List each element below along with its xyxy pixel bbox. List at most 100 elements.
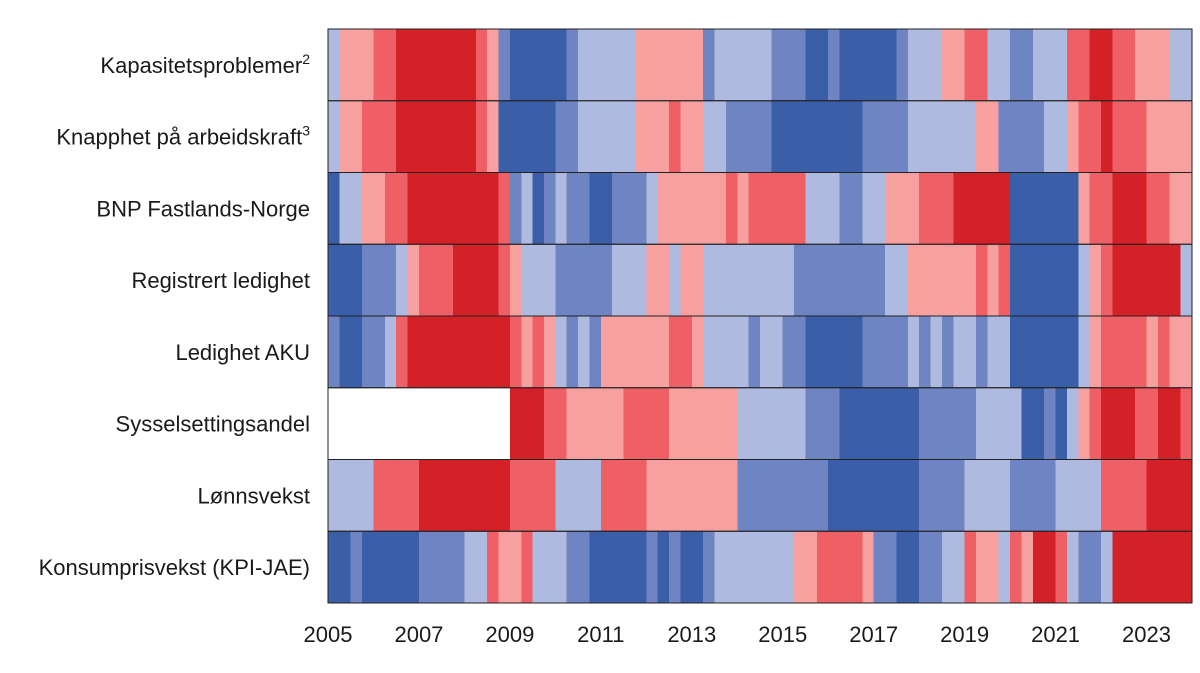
heatmap-cell <box>1021 316 1079 388</box>
heatmap-cell <box>1180 244 1193 316</box>
x-tick-label: 2021 <box>1031 622 1080 647</box>
heatmap-cell <box>805 172 841 245</box>
heatmap-cell <box>555 100 579 173</box>
x-tick-label: 2011 <box>577 622 624 647</box>
heatmap-cell <box>521 244 556 316</box>
heatmap-cell <box>396 316 409 388</box>
heatmap-cell <box>418 531 466 603</box>
heatmap-cell <box>646 459 738 532</box>
heatmap-cell <box>1055 531 1068 603</box>
heatmap-cell <box>498 531 522 603</box>
heatmap-cell <box>828 29 841 101</box>
heatmap-cell <box>1101 100 1114 173</box>
heatmap-cell <box>350 531 363 603</box>
heatmap-cell <box>328 316 340 388</box>
heatmap-cell <box>1146 316 1159 388</box>
row-label: Kapasitetsproblemer2 <box>100 51 310 78</box>
heatmap-cell <box>725 172 738 245</box>
heatmap-cell <box>987 316 1011 388</box>
heatmap-cell <box>339 316 363 388</box>
heatmap-cell <box>1157 387 1182 460</box>
heatmap-cell <box>623 387 670 460</box>
heatmap-cell <box>1078 172 1091 245</box>
heatmap-cell <box>748 316 761 388</box>
heatmap-row-borders <box>327 28 1193 604</box>
heatmap-cell <box>691 316 704 388</box>
heatmap-cell <box>1101 244 1114 316</box>
heatmap-cell <box>669 100 682 173</box>
heatmap-cell <box>521 531 534 603</box>
heatmap-cell <box>544 387 568 460</box>
heatmap-cell <box>1089 244 1102 316</box>
heatmap-cell <box>362 316 386 388</box>
heatmap-cell <box>805 316 863 388</box>
heatmap-cell <box>794 531 818 603</box>
heatmap-cell <box>362 244 397 316</box>
heatmap-cell <box>862 172 886 245</box>
heatmap-cell <box>362 531 420 603</box>
heatmap-cell <box>907 244 977 316</box>
row-label: Registrert ledighet <box>131 268 310 293</box>
heatmap-cell <box>544 172 556 245</box>
heatmap-cell <box>976 244 988 316</box>
heatmap-cell <box>418 459 511 532</box>
heatmap-cell <box>566 316 579 388</box>
heatmap-cell <box>555 316 568 388</box>
heatmap-cell <box>964 459 1011 532</box>
heatmap-cell <box>782 316 807 388</box>
heatmap-cell <box>1021 387 1045 460</box>
heatmap-cell <box>1078 100 1102 173</box>
heatmap-cell <box>862 100 909 173</box>
heatmap-cell <box>862 531 875 603</box>
heatmap-cell <box>339 100 363 173</box>
heatmap-cell <box>828 459 920 532</box>
heatmap-cell <box>964 531 977 603</box>
heatmap-cell <box>600 459 647 532</box>
row-label: Lønnsvekst <box>198 483 311 508</box>
heatmap-cell <box>896 29 909 101</box>
heatmap-cell <box>976 316 988 388</box>
row-label: Ledighet AKU <box>175 340 310 365</box>
heatmap-cell <box>396 29 477 101</box>
heatmap-cell <box>805 387 841 460</box>
heatmap-cell <box>498 100 534 173</box>
heatmap-cell <box>998 244 1011 316</box>
heatmap-cell <box>600 316 670 388</box>
heatmap-cell <box>1055 387 1068 460</box>
heatmap-cell <box>1089 172 1114 245</box>
heatmap-cell <box>1101 316 1148 388</box>
heatmap-cell <box>566 29 579 101</box>
heatmap-cell <box>816 531 863 603</box>
heatmap-cell <box>896 531 920 603</box>
heatmap-cell <box>509 316 522 388</box>
heatmap-cell <box>384 172 409 245</box>
heatmap-cell <box>328 459 375 532</box>
heatmap-cell <box>578 100 636 173</box>
heatmap-cell <box>498 172 511 245</box>
heatmap-cell <box>1135 29 1170 101</box>
heatmap-cell <box>589 316 602 388</box>
heatmap-cell <box>1010 531 1023 603</box>
x-axis: 2005 2007 2009 2011 2013 2015 2017 2019 2021 2023 <box>304 622 1171 647</box>
heatmap-cell <box>1066 387 1079 460</box>
heatmap-cell <box>703 29 716 101</box>
heatmap-cell <box>475 29 488 101</box>
heatmap-cell <box>669 531 682 603</box>
heatmap-cell <box>714 531 795 603</box>
x-tick-label: 2009 <box>485 622 534 647</box>
heatmap-cell <box>771 29 807 101</box>
heatmap-cell <box>1180 387 1193 460</box>
heatmap-cell <box>555 244 613 316</box>
heatmap-cell <box>612 172 647 245</box>
heatmap-cell <box>1169 29 1193 101</box>
footnote-marker: 2 <box>302 51 310 67</box>
heatmap-cell <box>509 244 522 316</box>
row-labels: Kapasitetsproblemer2 Knapphet på arbeidsk… <box>39 51 311 580</box>
heatmap-cell <box>1112 29 1136 101</box>
heatmap-cell <box>703 244 795 316</box>
heatmap-cell <box>373 459 420 532</box>
heatmap-cell <box>1010 244 1079 316</box>
heatmap-cell <box>669 244 682 316</box>
heatmap-cell <box>1112 100 1148 173</box>
